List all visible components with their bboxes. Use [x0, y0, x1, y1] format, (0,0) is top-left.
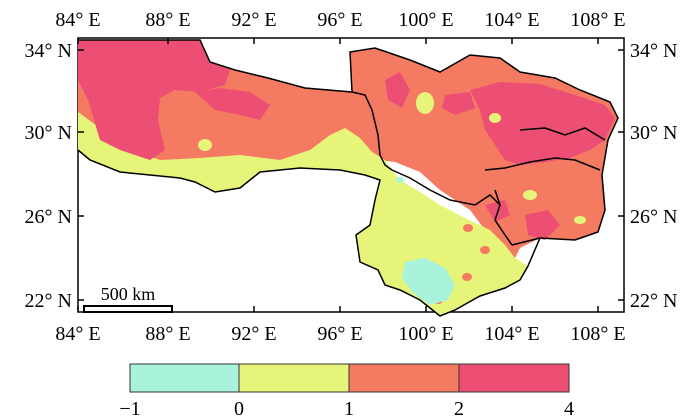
y-label-left-30: 30° N	[25, 122, 72, 144]
region-2-4-sichuan-west	[385, 72, 410, 108]
x-label-bottom-104: 104° E	[484, 323, 539, 345]
legend-bin-1-2	[348, 363, 460, 393]
region-0-1-patch-c	[489, 113, 501, 123]
x-label-top-92: 92° E	[231, 9, 276, 31]
legend-bin-2-4	[458, 363, 570, 393]
region-1-2-patch-y2	[462, 273, 472, 281]
region-neg1-0-south-yunnan	[402, 258, 455, 305]
region-0-1-patch-e	[574, 216, 586, 224]
y-label-left-22: 22° N	[25, 290, 72, 312]
y-label-left-26: 26° N	[25, 206, 72, 228]
x-labels-top: 84° E 88° E 92° E 96° E 100° E 104° E 10…	[55, 9, 625, 31]
region-0-1-patch-a	[416, 92, 434, 114]
tick-marks	[77, 38, 624, 312]
region-2-4-patch-2	[525, 210, 560, 240]
y-labels-right: 34° N 30° N 26° N 22° N	[630, 40, 677, 312]
outer-boundary	[77, 39, 619, 317]
chongqing-border	[519, 127, 606, 141]
x-label-top-104: 104° E	[484, 9, 539, 31]
guizhou-yunnan-border	[494, 189, 541, 246]
x-label-bottom-96: 96° E	[317, 323, 362, 345]
legend-label-4: 4	[564, 398, 574, 420]
y-label-right-30: 30° N	[630, 122, 677, 144]
region-neg1-0-patch	[396, 177, 404, 183]
scale-bar-rect	[83, 305, 173, 313]
y-label-left-34: 34° N	[25, 40, 72, 62]
x-labels-bottom: 84° E 88° E 92° E 96° E 100° E 104° E 10…	[55, 323, 625, 345]
region-0-1-patch-b	[198, 139, 212, 151]
x-label-top-84: 84° E	[55, 9, 100, 31]
yunnan-sichuan-border	[391, 169, 513, 246]
y-label-right-22: 22° N	[630, 290, 677, 312]
y-labels-left: 34° N 30° N 26° N 22° N	[25, 40, 72, 312]
region-2-4-northwest	[78, 40, 230, 160]
legend-label-neg1: −1	[119, 398, 140, 420]
region-1-2-patch-y4	[463, 224, 473, 232]
x-label-bottom-100: 100° E	[398, 323, 453, 345]
x-label-top-100: 100° E	[398, 9, 453, 31]
region-1-2-patch-y1	[480, 246, 490, 254]
x-label-top-96: 96° E	[317, 9, 362, 31]
y-label-right-26: 26° N	[630, 206, 677, 228]
x-label-bottom-108: 108° E	[570, 323, 625, 345]
region-0-1-patch-d	[523, 190, 537, 200]
x-label-top-108: 108° E	[570, 9, 625, 31]
region-2-4-patch-1	[442, 92, 475, 115]
x-label-bottom-84: 84° E	[55, 323, 100, 345]
legend-bin-0-1	[238, 363, 350, 393]
y-label-right-34: 34° N	[630, 40, 677, 62]
region-2-4-east	[470, 82, 615, 165]
scale-bar-label: 500 km	[101, 284, 156, 304]
x-label-bottom-92: 92° E	[231, 323, 276, 345]
legend: −1 0 1 2 4	[119, 363, 574, 420]
guizhou-border	[484, 157, 601, 171]
legend-label-1: 1	[344, 398, 354, 420]
tibet-sichuan-border	[351, 91, 393, 171]
legend-label-2: 2	[454, 398, 464, 420]
legend-label-0: 0	[234, 398, 244, 420]
x-label-top-88: 88° E	[145, 9, 190, 31]
legend-bin-neg1-0	[129, 363, 240, 393]
region-2-4-north-center	[195, 88, 270, 120]
x-label-bottom-88: 88° E	[145, 323, 190, 345]
scale-bar: 500 km	[83, 284, 173, 313]
